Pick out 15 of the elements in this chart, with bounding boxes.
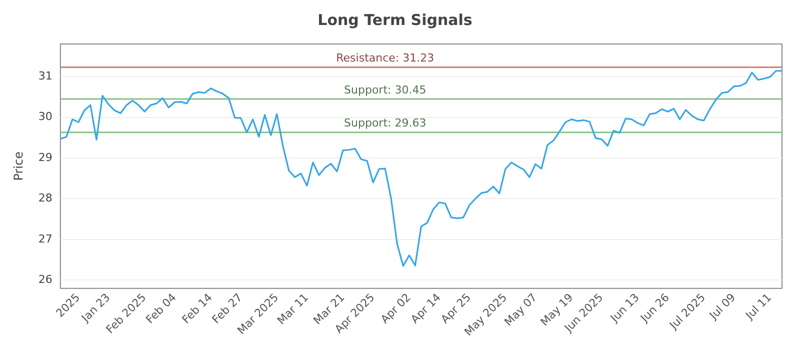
y-tick-label: 28: [38, 192, 52, 205]
x-tick-label: Jul 09: [706, 290, 738, 323]
ref-line-label: Support: 30.45: [344, 83, 426, 96]
ref-line-label: Support: 29.63: [344, 116, 426, 130]
y-tick-label: 27: [38, 232, 52, 246]
y-tick-label: 26: [38, 273, 52, 286]
y-tick-label: 30: [38, 110, 52, 124]
x-tick-label: Jun 13: [607, 290, 642, 326]
x-tick-label: Jul 11: [742, 290, 774, 323]
y-axis-title: Price: [11, 152, 26, 181]
ref-line-label: Resistance: 31.23: [336, 52, 434, 65]
x-tick-label: Apr 02: [378, 290, 414, 326]
chart-title: Long Term Signals: [318, 10, 472, 29]
y-tick-label: 29: [38, 150, 52, 164]
y-tick-label: 31: [38, 69, 52, 82]
